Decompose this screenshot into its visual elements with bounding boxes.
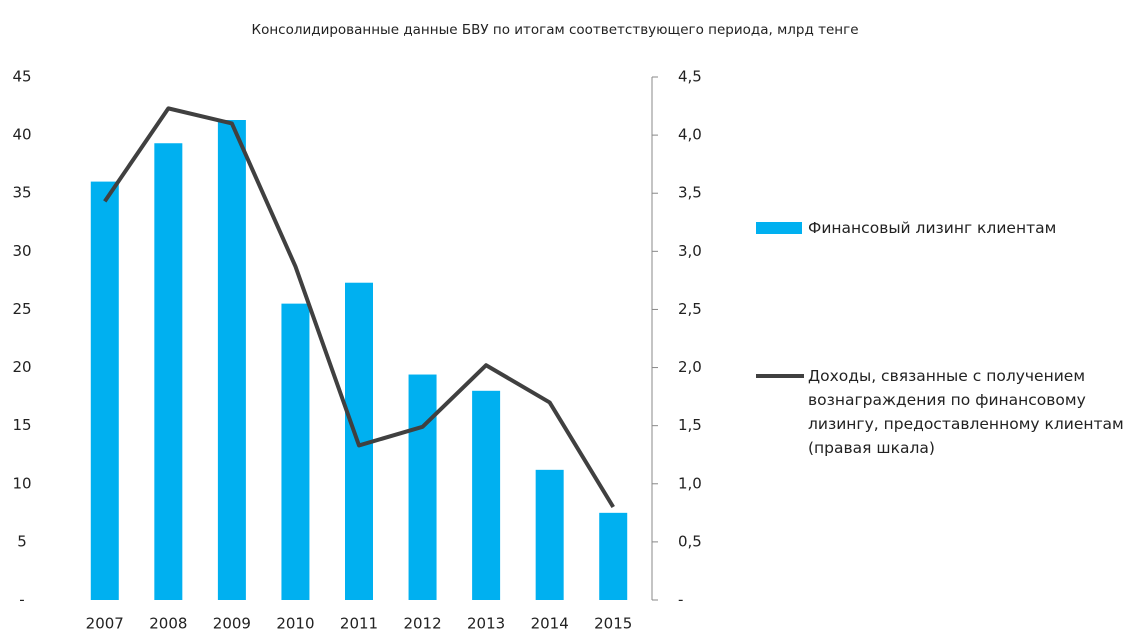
x-tick-label: 2008 (149, 615, 187, 633)
x-tick-label: 2007 (86, 615, 124, 633)
legend-swatch (756, 222, 802, 234)
y2-tick-label: 4,0 (678, 126, 702, 144)
y-tick-label: 45 (12, 68, 31, 86)
y-tick-label: 5 (17, 532, 27, 550)
line (103, 106, 615, 509)
x-tick-label: 2011 (340, 615, 378, 633)
y2-tick-label: 3,0 (678, 242, 702, 260)
y2-tick-label: - (678, 591, 683, 609)
x-tick-label: 2009 (213, 615, 251, 633)
y-tick-label: - (19, 591, 24, 609)
bar (535, 469, 564, 600)
chart-title: Консолидированные данные БВУ по итогам с… (251, 22, 858, 38)
bar (408, 374, 437, 600)
y-tick-label: 10 (12, 474, 31, 492)
bar (472, 390, 501, 600)
x-tick-label: 2015 (594, 615, 632, 633)
x-tick-label: 2012 (403, 615, 441, 633)
y-tick-label: 35 (12, 184, 31, 202)
y2-tick-label: 2,5 (678, 300, 702, 318)
y2-tick-label: 0,5 (678, 532, 702, 550)
y-tick-label: 25 (12, 300, 31, 318)
bar (90, 181, 119, 600)
y-tick-label: 30 (12, 242, 31, 260)
x-tick-label: 2010 (276, 615, 314, 633)
y2-tick-label: 1,0 (678, 474, 702, 492)
y-tick-label: 20 (12, 358, 31, 376)
bar (281, 303, 310, 600)
legend-label: Финансовый лизинг клиентам (808, 219, 1057, 237)
y2-tick-label: 1,5 (678, 416, 702, 434)
bar (599, 512, 628, 600)
y2-tick-label: 2,0 (678, 358, 702, 376)
y2-tick-label: 4,5 (678, 68, 702, 86)
legend-label: Доходы, связанные с получением вознаграж… (808, 367, 1124, 457)
x-tick-label: 2014 (531, 615, 569, 633)
bar (154, 143, 183, 600)
y-tick-label: 15 (12, 416, 31, 434)
x-tick-label: 2013 (467, 615, 505, 633)
y2-tick-label: 3,5 (678, 184, 702, 202)
y-tick-label: 40 (12, 126, 31, 144)
bar (217, 120, 246, 600)
